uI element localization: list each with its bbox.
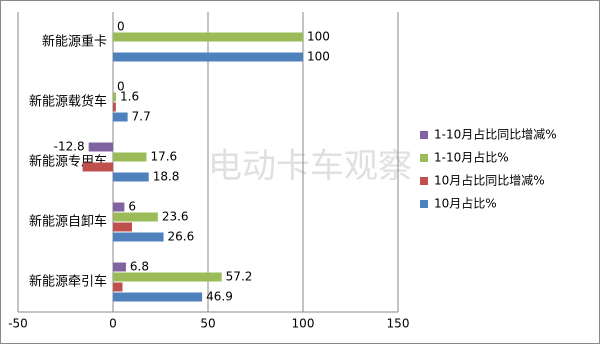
- legend-swatch: [420, 154, 428, 162]
- data-label: 23.6: [162, 210, 189, 224]
- data-label: 0: [117, 20, 125, 34]
- bar: [113, 92, 117, 102]
- bar: [82, 162, 113, 172]
- bar: [113, 32, 303, 42]
- legend-label: 10月占比同比增减%: [434, 173, 545, 188]
- bar: [113, 202, 125, 212]
- legend-label: 1-10月占比%: [434, 150, 509, 165]
- x-tick-label: -50: [8, 317, 28, 331]
- bar: [113, 262, 126, 272]
- watermark: 电动卡车观察: [208, 147, 412, 187]
- bar: [113, 232, 164, 242]
- bar: [113, 292, 203, 302]
- x-tick-label: 100: [292, 317, 315, 331]
- data-label: 57.2: [226, 270, 253, 284]
- data-label: 1.6: [120, 90, 139, 104]
- bar: [113, 172, 149, 182]
- data-label: 18.8: [153, 170, 180, 184]
- y-tick-label: 新能源载货车: [29, 94, 107, 110]
- x-tick-label: 150: [387, 317, 410, 331]
- bar: [113, 282, 123, 292]
- data-label: 100: [307, 50, 330, 64]
- bar: [113, 212, 158, 222]
- legend-swatch: [420, 131, 428, 139]
- data-label: 17.6: [150, 150, 177, 164]
- y-tick-label: 新能源自卸车: [29, 214, 107, 230]
- legend-label: 1-10月占比同比增减%: [434, 127, 557, 142]
- data-label: 26.6: [168, 230, 195, 244]
- data-label: 6: [128, 200, 136, 214]
- bar: [113, 52, 303, 62]
- bar: [113, 222, 132, 232]
- bar: [113, 102, 116, 112]
- data-label: 46.9: [206, 290, 233, 304]
- legend-label: 10月占比%: [434, 196, 497, 211]
- legend-swatch: [420, 200, 428, 208]
- data-label: 0: [117, 80, 125, 94]
- bar: [88, 142, 113, 152]
- bar: [113, 112, 128, 122]
- data-label: 100: [307, 30, 330, 44]
- data-label: 7.7: [132, 110, 151, 124]
- y-tick-label: 新能源牵引车: [29, 274, 107, 290]
- x-tick-label: 50: [200, 317, 215, 331]
- legend-swatch: [420, 177, 428, 185]
- bar: [113, 272, 222, 282]
- bar: [113, 152, 147, 162]
- x-tick-label: 0: [109, 317, 117, 331]
- data-label: 6.8: [130, 260, 149, 274]
- data-label: -12.8: [54, 140, 85, 154]
- y-tick-label: 新能源重卡: [42, 34, 107, 50]
